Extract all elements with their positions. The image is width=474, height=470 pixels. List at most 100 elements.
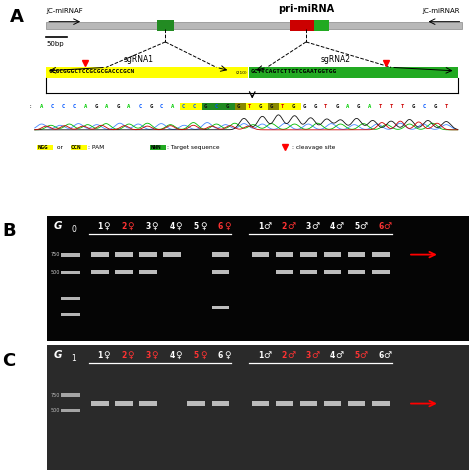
- Text: C: C: [182, 104, 185, 109]
- Bar: [372, 401, 390, 406]
- Text: 1: 1: [258, 222, 263, 231]
- Bar: [139, 401, 157, 406]
- Text: T: T: [247, 104, 251, 109]
- Text: CCN: CCN: [71, 145, 82, 150]
- Text: T: T: [379, 104, 382, 109]
- Text: G: G: [292, 104, 295, 109]
- Text: G: G: [412, 104, 415, 109]
- Bar: [324, 270, 341, 274]
- Bar: [290, 103, 301, 110]
- Text: : Target sequence: : Target sequence: [167, 145, 219, 150]
- Bar: [248, 67, 458, 78]
- Text: ♀: ♀: [128, 352, 134, 360]
- Text: A: A: [83, 104, 87, 109]
- Text: 3: 3: [146, 222, 151, 231]
- Text: 3: 3: [306, 222, 311, 231]
- Bar: [314, 20, 328, 31]
- Text: : PAM: : PAM: [88, 145, 104, 150]
- Text: CCGCGGGCTCCGCGCGACCCGCN: CCGCGGGCTCCGCGCGACCCGCN: [48, 70, 135, 74]
- Bar: [46, 67, 247, 78]
- Text: ♂: ♂: [263, 352, 271, 360]
- Bar: [211, 306, 229, 309]
- Text: NNN: NNN: [150, 145, 161, 150]
- Text: G: G: [259, 104, 262, 109]
- Bar: [71, 145, 87, 150]
- Text: 4: 4: [330, 352, 335, 360]
- Text: ♂: ♂: [335, 352, 343, 360]
- Bar: [61, 253, 80, 257]
- Text: GCTTCAGTCTTGTCGAATGGTGG: GCTTCAGTCTTGTCGAATGGTGG: [251, 70, 337, 74]
- Bar: [300, 270, 318, 274]
- Bar: [300, 252, 318, 257]
- Text: ♂: ♂: [311, 222, 319, 231]
- Text: T: T: [401, 104, 404, 109]
- Text: ♂: ♂: [287, 222, 295, 231]
- Text: 4: 4: [170, 222, 175, 231]
- Text: pri-miRNA: pri-miRNA: [278, 4, 334, 14]
- Text: 6: 6: [378, 352, 383, 360]
- Text: ♂: ♂: [359, 352, 367, 360]
- Text: T: T: [390, 104, 393, 109]
- Text: 750: 750: [51, 393, 60, 398]
- Text: ♂: ♂: [359, 222, 367, 231]
- Text: G: G: [54, 350, 62, 360]
- Bar: [150, 145, 166, 150]
- Text: 6: 6: [218, 222, 223, 231]
- Text: 1: 1: [72, 354, 76, 363]
- Bar: [246, 103, 257, 110]
- Bar: [61, 409, 80, 412]
- Bar: [139, 270, 157, 274]
- Text: A: A: [128, 104, 130, 109]
- Bar: [46, 22, 462, 29]
- Bar: [324, 252, 341, 257]
- Text: T: T: [324, 104, 328, 109]
- Text: 50bp: 50bp: [46, 41, 64, 47]
- Bar: [139, 252, 157, 257]
- Text: 0: 0: [72, 225, 76, 234]
- Text: ♀: ♀: [104, 352, 110, 360]
- Text: ♂: ♂: [263, 222, 271, 231]
- Text: T: T: [445, 104, 448, 109]
- Text: A: A: [105, 104, 109, 109]
- Text: B: B: [2, 222, 16, 241]
- Text: G: G: [357, 104, 360, 109]
- Text: ♂: ♂: [335, 222, 343, 231]
- Text: 2: 2: [121, 222, 127, 231]
- Bar: [348, 270, 365, 274]
- Text: A: A: [40, 104, 43, 109]
- Text: C: C: [51, 104, 54, 109]
- Bar: [61, 297, 80, 300]
- Text: JC-miRNAR: JC-miRNAR: [422, 8, 460, 14]
- Text: C: C: [73, 104, 76, 109]
- Bar: [252, 252, 269, 257]
- Bar: [91, 252, 109, 257]
- Text: G: G: [204, 104, 207, 109]
- Text: 5: 5: [354, 222, 359, 231]
- Text: C: C: [423, 104, 426, 109]
- Text: G: G: [313, 104, 317, 109]
- Text: : cleavage site: : cleavage site: [292, 145, 336, 150]
- Bar: [235, 103, 246, 110]
- Text: C: C: [215, 104, 218, 109]
- Text: ♀: ♀: [104, 222, 110, 231]
- Text: 1: 1: [258, 352, 263, 360]
- Text: NGG: NGG: [37, 145, 48, 150]
- Bar: [275, 252, 293, 257]
- Bar: [191, 103, 202, 110]
- Text: G: G: [94, 104, 98, 109]
- Bar: [164, 252, 181, 257]
- Text: ♀: ♀: [152, 222, 158, 231]
- Bar: [275, 270, 293, 274]
- Bar: [257, 103, 268, 110]
- Text: ♀: ♀: [128, 222, 134, 231]
- Text: T: T: [281, 104, 284, 109]
- Bar: [300, 401, 318, 406]
- Text: JC-miRNAF: JC-miRNAF: [46, 8, 83, 14]
- Text: sgRNA2: sgRNA2: [321, 55, 351, 63]
- Bar: [180, 103, 191, 110]
- Text: G: G: [335, 104, 338, 109]
- Bar: [268, 103, 279, 110]
- Text: G: G: [270, 104, 273, 109]
- Bar: [290, 20, 314, 31]
- Text: ♀: ♀: [200, 222, 206, 231]
